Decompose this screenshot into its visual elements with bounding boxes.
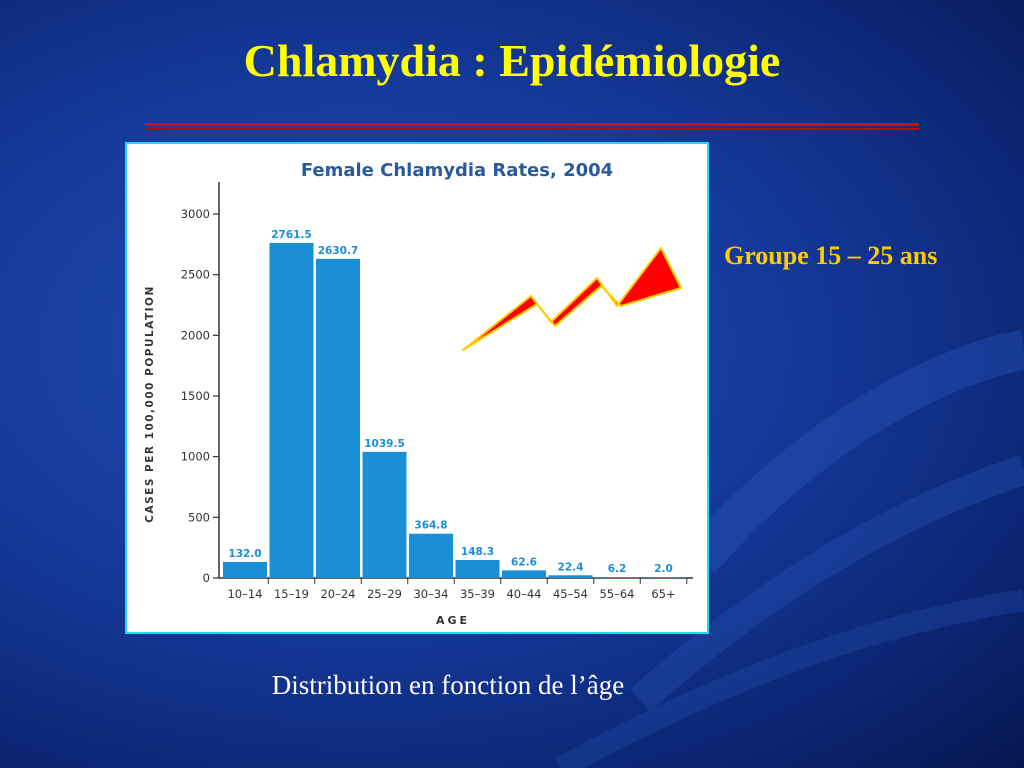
bar — [362, 451, 407, 578]
x-tick-label: 25–29 — [367, 587, 402, 601]
bar — [455, 560, 500, 578]
x-axis-label: AGE — [436, 614, 470, 627]
bar-value-label: 22.4 — [558, 561, 584, 573]
slide-title: Chlamydia : Epidémiologie — [243, 35, 781, 86]
chart-title: Female Chlamydia Rates, 2004 — [301, 160, 613, 181]
bar-value-label: 2761.5 — [271, 229, 312, 241]
bar-value-label: 1039.5 — [364, 438, 405, 450]
y-tick-label: 500 — [188, 510, 210, 524]
bar — [316, 258, 360, 578]
title-underline — [145, 123, 919, 126]
y-tick-label: 2000 — [181, 328, 210, 342]
x-tick-label: 45–54 — [553, 587, 588, 601]
bar — [595, 577, 639, 578]
y-tick-label: 1500 — [181, 389, 210, 403]
y-tick-label: 1000 — [181, 450, 210, 464]
group-label: Groupe 15 – 25 ans — [724, 241, 938, 270]
x-tick-label: 35–39 — [460, 587, 495, 601]
bar-value-label: 148.3 — [461, 546, 494, 558]
bar — [548, 575, 593, 578]
chart-caption: Distribution en fonction de l’âge — [271, 670, 625, 700]
x-tick-label: 20–24 — [320, 587, 355, 601]
bar-value-label: 62.6 — [511, 556, 537, 568]
bar — [409, 533, 453, 578]
y-tick-label: 3000 — [181, 207, 210, 221]
x-tick-label: 65+ — [651, 587, 675, 601]
x-tick-label: 10–14 — [227, 587, 262, 601]
x-tick-label: 55–64 — [599, 587, 634, 601]
bar — [641, 577, 686, 578]
bar-value-label: 132.0 — [228, 548, 261, 560]
bar-value-label: 2630.7 — [318, 245, 359, 257]
bar-value-label: 364.8 — [414, 520, 447, 532]
lightning-bolt-arrow — [462, 247, 682, 351]
bar — [223, 561, 267, 578]
x-tick-label: 40–44 — [506, 587, 541, 601]
x-tick-label: 30–34 — [413, 587, 448, 601]
y-axis-label: CASES PER 100,000 POPULATION — [144, 285, 156, 523]
bar — [269, 242, 314, 579]
title-underline-secondary — [145, 128, 919, 130]
bar-value-label: 6.2 — [608, 563, 627, 575]
bar — [502, 570, 546, 578]
bar-series: 132.0 10–14 2761.5 15–19 2630.7 20–24 1039.5 25… — [223, 229, 688, 601]
bar-value-label: 2.0 — [654, 563, 673, 575]
y-tick-label: 0 — [203, 571, 210, 585]
chart-frame: Female Chlamydia Rates, 2004 CASES PER 1… — [125, 142, 709, 634]
bar-chart: Female Chlamydia Rates, 2004 CASES PER 1… — [144, 160, 693, 627]
y-tick-label: 2500 — [181, 268, 210, 282]
x-tick-label: 15–19 — [274, 587, 309, 601]
